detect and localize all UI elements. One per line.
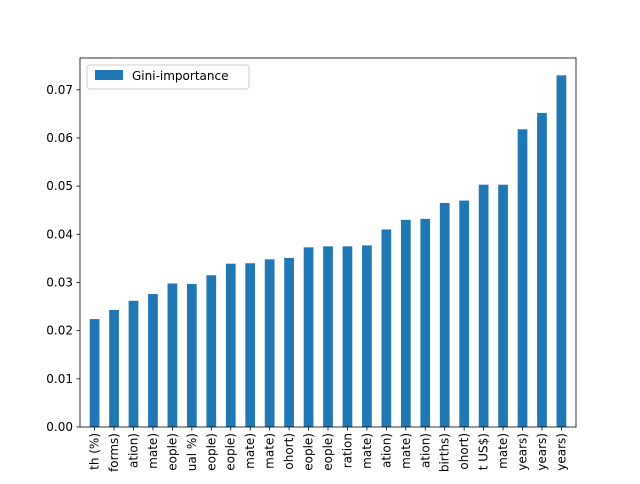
- bar: [342, 246, 353, 427]
- y-tick-label: 0.01: [46, 372, 73, 386]
- y-axis: 0.00 0.01 0.02 0.03 0.04 0.05 0.06 0.07: [46, 83, 80, 434]
- bar: [167, 283, 178, 427]
- x-tick-label: mate): [146, 433, 160, 469]
- legend-swatch: [95, 70, 123, 80]
- x-tick-label: eople): [321, 433, 335, 471]
- x-tick-label: births): [438, 433, 452, 472]
- x-tick-label: mate): [243, 433, 257, 469]
- y-tick-label: 0.07: [46, 83, 73, 97]
- y-tick-label: 0.02: [46, 324, 73, 338]
- x-tick-label: ual %): [185, 433, 199, 471]
- x-tick-label: th (%): [88, 433, 102, 470]
- x-tick-label: mate): [263, 433, 277, 469]
- x-tick-label: mate): [496, 433, 510, 469]
- x-tick-label: ation): [126, 433, 140, 468]
- bar: [459, 200, 470, 427]
- y-tick-label: 0.03: [46, 275, 73, 289]
- bar: [148, 294, 158, 427]
- x-tick-label: years): [516, 433, 530, 471]
- bar: [303, 247, 314, 427]
- bar: [186, 283, 197, 427]
- bar: [517, 129, 528, 427]
- x-tick-label: forms): [107, 433, 121, 472]
- x-axis: th (%) forms) ation) mate) eople) ual %) eople…: [88, 427, 568, 472]
- legend: Gini-importance: [86, 64, 250, 90]
- bar: [420, 218, 431, 427]
- x-tick-label: mate): [399, 433, 413, 469]
- bar: [264, 259, 275, 427]
- y-tick-label: 0.04: [46, 227, 73, 241]
- bar: [439, 202, 450, 427]
- bar: [323, 246, 333, 427]
- bar: [109, 309, 119, 427]
- bar: [206, 275, 217, 427]
- bar: [478, 184, 489, 427]
- bar: [284, 257, 294, 427]
- bar: [362, 245, 372, 427]
- x-tick-label: eople): [165, 433, 179, 471]
- x-tick-label: ohort): [282, 433, 296, 470]
- legend-box: [86, 64, 250, 90]
- bar: [89, 319, 100, 427]
- bar: [245, 263, 256, 427]
- plot-frame: [79, 57, 577, 428]
- x-tick-label: ation): [379, 433, 393, 468]
- bars-group: [89, 75, 567, 428]
- y-tick-label: 0.00: [46, 420, 73, 434]
- x-tick-label: ation): [418, 433, 432, 468]
- bar: [498, 184, 508, 427]
- x-tick-label: years): [535, 433, 549, 471]
- bar: [128, 300, 139, 427]
- bar: [381, 229, 392, 427]
- x-tick-label: mate): [360, 433, 374, 469]
- y-tick-label: 0.05: [46, 179, 73, 193]
- x-tick-label: eople): [224, 433, 238, 471]
- bar: [225, 263, 236, 427]
- x-tick-label: ration: [340, 433, 354, 468]
- bar: [556, 75, 567, 427]
- x-tick-label: t US$): [477, 433, 491, 470]
- bar: [537, 112, 547, 428]
- x-tick-label: years): [554, 433, 568, 471]
- x-tick-label: ohort): [457, 433, 471, 470]
- x-tick-label: eople): [302, 433, 316, 471]
- bar: [400, 219, 411, 427]
- y-tick-label: 0.06: [46, 131, 73, 145]
- x-tick-label: eople): [204, 433, 218, 471]
- legend-label: Gini-importance: [132, 69, 228, 83]
